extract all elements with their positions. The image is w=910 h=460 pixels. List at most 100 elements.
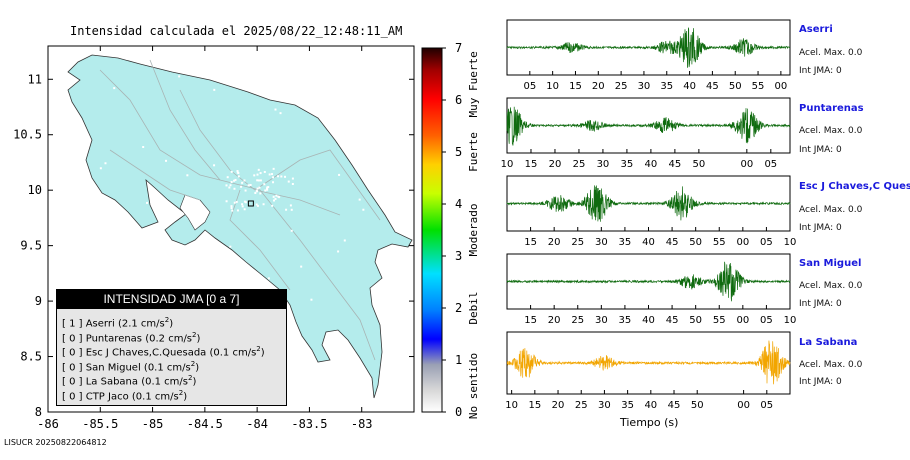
epicenter-marker <box>247 200 254 207</box>
legend-station: Aserri <box>85 318 115 330</box>
legend-station: La Sabana <box>85 376 139 388</box>
colorbar-category: No sentido <box>467 353 480 419</box>
map-y-tick-label: 9 <box>35 294 42 308</box>
waveform-trace <box>506 27 791 68</box>
panel-tick-label: 50 <box>689 237 702 248</box>
map-y-tick-label: 10 <box>28 183 42 197</box>
town-dot <box>254 192 257 195</box>
town-dot <box>236 170 239 173</box>
panel-tick-label: 50 <box>691 400 704 411</box>
town-dot <box>257 168 260 171</box>
panel-tick-label: 00 <box>740 159 753 170</box>
map-x-tick-label: -83.5 <box>291 417 327 431</box>
town-dot <box>178 75 181 78</box>
town-dot <box>104 162 107 165</box>
legend-item: [ 1 ] Aserri (2.1 cm/s2) <box>62 316 173 329</box>
panel-tick-label: 55 <box>752 81 765 92</box>
legend-unit-exp: 2 <box>188 374 193 382</box>
town-dot <box>233 187 236 190</box>
town-dot <box>277 175 280 178</box>
town-dot <box>230 207 233 210</box>
town-dot <box>241 205 244 208</box>
town-dot <box>99 167 102 170</box>
panel-tick-label: 50 <box>729 81 742 92</box>
panel-tick-label: 50 <box>692 159 705 170</box>
town-dot <box>234 178 237 181</box>
station-name: Aserri <box>799 24 833 35</box>
legend-level: [ 0 ] <box>62 347 83 359</box>
town-dot <box>240 185 243 188</box>
legend-close: ) <box>192 376 197 388</box>
town-dot <box>272 176 275 179</box>
map-y-tick-label: 8.5 <box>20 350 42 364</box>
town-dot <box>186 174 189 177</box>
town-dot <box>257 179 260 182</box>
legend-accel: (0.1 cm/s <box>141 376 189 388</box>
legend-station: CTP Jaco <box>85 391 129 403</box>
town-dot <box>277 195 280 198</box>
panel-tick-label: 05 <box>760 400 773 411</box>
town-dot <box>216 254 219 257</box>
town-dot <box>322 114 325 117</box>
station-accel: Acel. Max. 0.0 <box>799 281 863 291</box>
legend-unit-exp: 2 <box>192 331 197 339</box>
town-dot <box>113 87 116 90</box>
town-dot <box>226 176 229 179</box>
town-dot <box>259 179 262 182</box>
panel-tick-label: 10 <box>501 159 514 170</box>
town-dot <box>236 209 239 212</box>
town-dot <box>230 205 233 208</box>
panel-tick-label: 35 <box>621 159 634 170</box>
panel-tick-label: 50 <box>689 315 702 326</box>
legend-item: [ 0 ] San Miguel (0.1 cm/s2) <box>62 360 199 373</box>
town-dot <box>271 204 274 207</box>
seismogram-panel: 15 20 25 30 35 40 45 50 55 00 05 10 <box>506 175 796 248</box>
town-dot <box>337 250 340 253</box>
legend-close: ) <box>196 333 201 345</box>
colorbar-tick-label: 0 <box>455 405 462 419</box>
town-dot <box>225 184 228 187</box>
station-intensity: Int JMA: 0 <box>799 377 842 387</box>
town-dot <box>267 186 270 189</box>
town-dot <box>229 245 232 248</box>
panel-tick-label: 35 <box>619 315 632 326</box>
town-dot <box>243 200 246 203</box>
road-network <box>99 59 381 361</box>
legend-item: [ 0 ] Esc J Chaves,C.Quesada (0.1 cm/s2) <box>62 345 265 358</box>
panel-tick-label: 40 <box>645 159 658 170</box>
panel-tick-label: 25 <box>615 81 628 92</box>
panel-tick-label: 20 <box>592 81 605 92</box>
town-dot <box>229 184 232 187</box>
town-dot <box>268 173 271 176</box>
colorbar <box>421 47 443 413</box>
panel-tick-label: 15 <box>569 81 582 92</box>
map-title: Intensidad calculada el 2025/08/22_12:48… <box>70 24 403 38</box>
waveform-trace <box>506 106 791 146</box>
town-dot <box>231 209 234 212</box>
town-dot <box>98 220 101 223</box>
map-y-tick-label: 11 <box>28 72 42 86</box>
town-dot <box>230 170 233 173</box>
town-dot <box>256 179 259 182</box>
town-dot <box>266 188 269 191</box>
panel-tick-label: 35 <box>619 237 632 248</box>
town-dot <box>273 199 276 202</box>
panel-tick-label: 45 <box>666 315 679 326</box>
town-dot <box>291 177 294 180</box>
legend-station: Puntarenas <box>85 333 143 345</box>
legend-accel: (0.1 cm/s <box>143 362 191 374</box>
town-dot <box>279 112 282 115</box>
map-x-tick-label: -84 <box>246 417 268 431</box>
map-y-tick-label: 10.5 <box>13 128 42 142</box>
town-dot <box>155 254 158 257</box>
seismogram-panel: 10 15 20 25 30 35 40 45 50 00 05 <box>505 331 791 411</box>
panel-tick-label: 55 <box>713 237 726 248</box>
legend-station: San Miguel <box>85 362 141 374</box>
waveform-trace <box>506 261 791 302</box>
town-dot <box>228 186 231 189</box>
town-dot <box>249 184 252 187</box>
legend-close: ) <box>195 362 200 374</box>
town-dot <box>262 203 265 206</box>
footer-id: LISUCR 20250822064812 <box>4 438 107 447</box>
